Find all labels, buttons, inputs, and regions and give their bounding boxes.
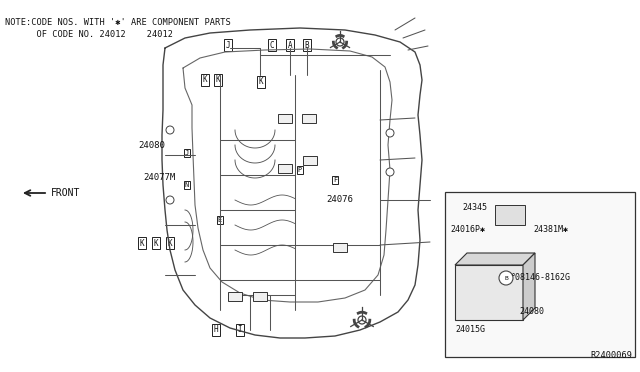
- Circle shape: [166, 126, 174, 134]
- Text: B: B: [305, 41, 309, 49]
- Text: K: K: [168, 238, 172, 247]
- Text: A: A: [288, 41, 292, 49]
- Polygon shape: [455, 253, 535, 265]
- Polygon shape: [523, 253, 535, 320]
- Bar: [278, 164, 292, 173]
- Text: J: J: [226, 41, 230, 49]
- Text: K: K: [216, 76, 220, 84]
- Text: M: M: [550, 202, 554, 212]
- Text: B: B: [504, 276, 508, 280]
- Text: 24381M✱: 24381M✱: [533, 224, 568, 234]
- Bar: [333, 243, 347, 251]
- Text: I: I: [237, 326, 243, 334]
- Text: K: K: [154, 238, 158, 247]
- Text: K: K: [203, 76, 207, 84]
- Bar: [495, 205, 525, 225]
- Bar: [302, 113, 316, 122]
- Circle shape: [386, 168, 394, 176]
- Text: F: F: [333, 177, 337, 183]
- Text: R2400069: R2400069: [590, 351, 632, 360]
- Text: 24077M: 24077M: [143, 173, 175, 183]
- Bar: [445, 192, 635, 357]
- Bar: [228, 292, 242, 301]
- Circle shape: [166, 196, 174, 204]
- Text: E: E: [218, 217, 222, 223]
- Text: NOTE:CODE NOS. WITH '✱' ARE COMPONENT PARTS: NOTE:CODE NOS. WITH '✱' ARE COMPONENT PA…: [5, 18, 231, 27]
- Text: 24080: 24080: [138, 141, 165, 150]
- Circle shape: [499, 271, 513, 285]
- Text: K: K: [140, 238, 144, 247]
- Text: °08146-8162G: °08146-8162G: [511, 273, 571, 282]
- Text: K: K: [259, 77, 263, 87]
- Text: 24076: 24076: [326, 196, 353, 205]
- Text: N: N: [185, 182, 189, 188]
- Text: OF CODE NO. 24012    24012: OF CODE NO. 24012 24012: [5, 30, 173, 39]
- Bar: [303, 155, 317, 164]
- Bar: [466, 256, 474, 262]
- Text: 24345: 24345: [462, 202, 487, 212]
- Bar: [455, 265, 523, 320]
- Text: 24015G: 24015G: [455, 326, 485, 334]
- Text: J: J: [185, 150, 189, 156]
- Bar: [514, 256, 522, 262]
- Text: H: H: [214, 326, 218, 334]
- Text: 24016P✱: 24016P✱: [450, 224, 485, 234]
- Bar: [253, 292, 267, 301]
- Text: 24080: 24080: [519, 307, 544, 315]
- Text: C: C: [269, 41, 275, 49]
- Text: P: P: [298, 167, 302, 173]
- Text: FRONT: FRONT: [51, 188, 81, 198]
- Bar: [278, 113, 292, 122]
- Circle shape: [386, 129, 394, 137]
